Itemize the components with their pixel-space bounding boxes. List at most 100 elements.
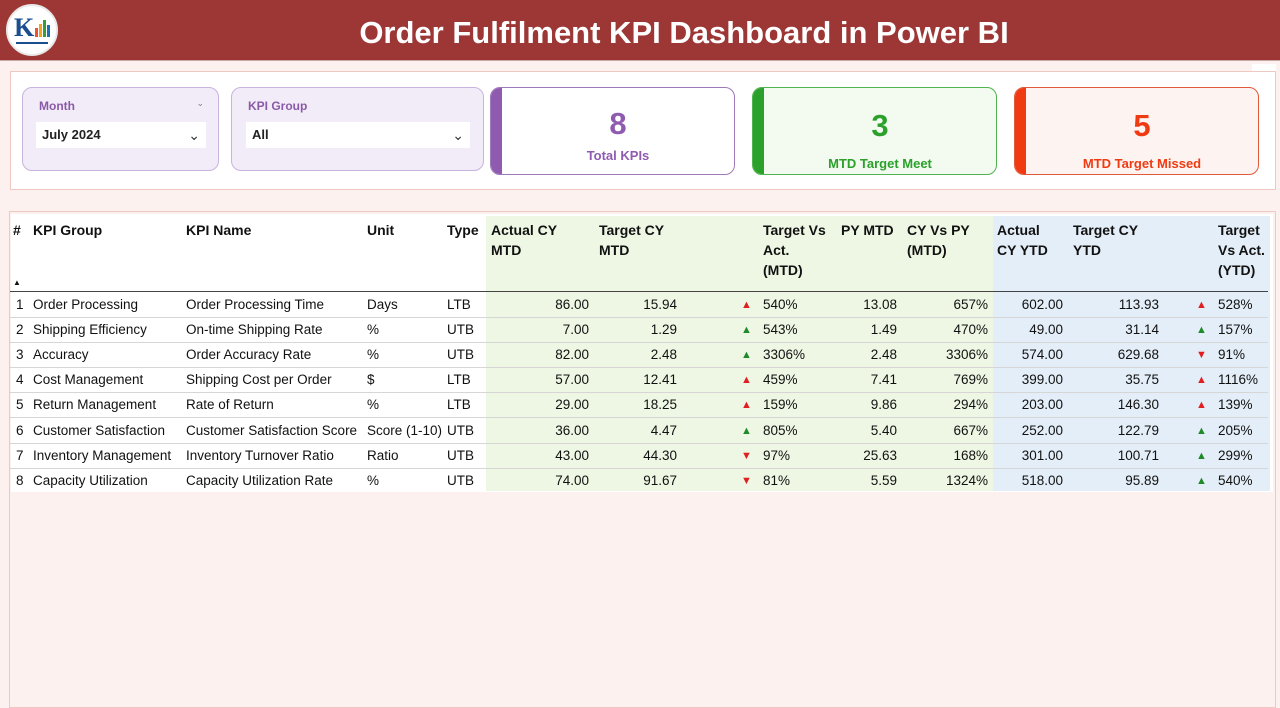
cell-group: Cost Management bbox=[33, 372, 144, 388]
cell-py-mtd: 5.40 bbox=[870, 422, 897, 438]
row-divider bbox=[10, 417, 1268, 419]
cell-type: LTB bbox=[447, 397, 471, 413]
column-header-line: MTD bbox=[491, 242, 522, 258]
cell-num: 4 bbox=[16, 372, 24, 388]
cell-target-mtd: 15.94 bbox=[643, 297, 677, 312]
cell-group: Capacity Utilization bbox=[33, 472, 148, 488]
cell-target-mtd: 4.47 bbox=[650, 422, 677, 438]
cell-unit: % bbox=[367, 347, 380, 363]
cell-tva-ytd: 1116% bbox=[1218, 372, 1259, 388]
arrow-down-icon: ▼ bbox=[1196, 349, 1207, 362]
cell-target-ytd: 629.68 bbox=[1117, 347, 1159, 363]
card-accent bbox=[1015, 88, 1026, 174]
cell-name: Shipping Cost per Order bbox=[186, 372, 332, 388]
row-divider bbox=[10, 367, 1268, 369]
mtd-target-missed-card: 5 MTD Target Missed bbox=[1014, 87, 1259, 175]
column-header-group[interactable]: KPI Group bbox=[33, 222, 103, 238]
column-header-line: Actual bbox=[997, 222, 1040, 238]
cell-py-mtd: 5.59 bbox=[870, 472, 897, 488]
column-header-actual-ytd[interactable]: Actual CY YTD bbox=[997, 220, 1048, 260]
column-header-line: YTD bbox=[1073, 242, 1101, 258]
cell-tva-mtd: 459% bbox=[763, 372, 798, 388]
mtd-target-missed-value: 5 bbox=[1133, 108, 1151, 143]
cell-name: Customer Satisfaction Score bbox=[186, 422, 358, 438]
column-header-line: (MTD) bbox=[763, 262, 803, 278]
cell-actual-ytd: 49.00 bbox=[1029, 322, 1063, 338]
kpi-group-value: All bbox=[252, 127, 269, 142]
month-slicer[interactable]: Month ⌄ July 2024 ⌄ bbox=[22, 87, 219, 171]
cell-group: Inventory Management bbox=[33, 447, 172, 463]
cell-group: Return Management bbox=[33, 397, 157, 413]
cell-target-ytd: 35.75 bbox=[1125, 372, 1159, 388]
cell-actual-ytd: 399.00 bbox=[1021, 372, 1063, 388]
dashboard-title: Order Fulfilment KPI Dashboard in Power … bbox=[359, 15, 1009, 50]
month-slicer-title: Month bbox=[39, 99, 75, 113]
arrow-up-icon: ▲ bbox=[741, 299, 752, 311]
arrow-up-icon: ▲ bbox=[1196, 424, 1207, 437]
column-header-target-mtd[interactable]: Target CY MTD bbox=[599, 220, 664, 260]
cell-target-ytd: 122.79 bbox=[1117, 422, 1159, 438]
cell-tva-ytd: 139% bbox=[1218, 397, 1253, 413]
column-header-line: CY Vs PY bbox=[907, 222, 970, 238]
cell-py-mtd: 1.49 bbox=[870, 322, 897, 338]
column-header-type[interactable]: Type bbox=[447, 222, 479, 238]
mtd-target-meet-label: MTD Target Meet bbox=[828, 156, 932, 171]
cell-py-mtd: 13.08 bbox=[863, 297, 897, 312]
arrow-down-icon: ▼ bbox=[741, 474, 752, 487]
kpi-group-slicer[interactable]: KPI Group All ⌄ bbox=[231, 87, 484, 171]
cell-type: UTB bbox=[447, 472, 474, 488]
header-divider bbox=[10, 291, 1268, 292]
cell-tva-mtd: 81% bbox=[763, 472, 791, 488]
cell-tva-ytd: 528% bbox=[1218, 297, 1253, 312]
column-header-line: (MTD) bbox=[907, 242, 947, 258]
cell-type: UTB bbox=[447, 447, 474, 463]
cell-tva-mtd: 540% bbox=[763, 297, 798, 312]
column-header-cy-py[interactable]: CY Vs PY (MTD) bbox=[907, 220, 970, 260]
sort-ascending-icon[interactable]: ▲ bbox=[13, 278, 21, 287]
column-header-line: Target bbox=[1218, 222, 1260, 238]
cell-name: Order Processing Time bbox=[186, 297, 325, 312]
column-header-tva-mtd[interactable]: Target Vs Act. (MTD) bbox=[763, 220, 826, 280]
cell-num: 8 bbox=[16, 472, 24, 488]
card-accent bbox=[753, 88, 764, 174]
arrow-up-icon: ▲ bbox=[741, 324, 752, 337]
cell-target-ytd: 31.14 bbox=[1125, 322, 1159, 338]
row-divider bbox=[10, 467, 1268, 469]
total-kpis-label: Total KPIs bbox=[586, 148, 650, 163]
title-bar: K Order Fulfilment KPI Dashboard in Powe… bbox=[0, 0, 1280, 61]
cell-group: Order Processing bbox=[33, 297, 139, 312]
cell-unit: Days bbox=[367, 297, 398, 312]
column-header-tva-ytd[interactable]: Target Vs Act. (YTD) bbox=[1218, 220, 1265, 280]
column-header-num[interactable]: # bbox=[13, 222, 21, 238]
row-divider bbox=[10, 392, 1268, 394]
cell-cy-py: 168% bbox=[953, 447, 988, 463]
cell-cy-py: 657% bbox=[953, 297, 988, 312]
dropdown-arrow-icon: ⌄ bbox=[452, 127, 464, 143]
arrow-down-icon: ▼ bbox=[741, 449, 752, 462]
column-header-actual-mtd[interactable]: Actual CY MTD bbox=[491, 220, 557, 260]
cell-py-mtd: 2.48 bbox=[870, 347, 897, 363]
cell-target-ytd: 146.30 bbox=[1117, 397, 1159, 413]
arrow-up-icon: ▲ bbox=[1196, 299, 1207, 311]
column-header-line: (YTD) bbox=[1218, 262, 1256, 278]
row-divider bbox=[10, 442, 1268, 444]
cell-actual-ytd: 574.00 bbox=[1021, 347, 1063, 363]
total-kpis-value: 8 bbox=[609, 106, 627, 141]
cell-tva-mtd: 805% bbox=[763, 422, 798, 438]
mtd-column-band bbox=[486, 216, 993, 491]
column-header-unit[interactable]: Unit bbox=[367, 222, 395, 238]
cell-num: 2 bbox=[16, 322, 24, 338]
chevron-down-icon[interactable]: ⌄ bbox=[196, 98, 204, 108]
cell-name: Capacity Utilization Rate bbox=[186, 472, 334, 488]
month-dropdown[interactable]: July 2024 ⌄ bbox=[36, 122, 206, 148]
column-header-name[interactable]: KPI Name bbox=[186, 222, 252, 238]
cell-actual-mtd: 36.00 bbox=[555, 422, 589, 438]
cell-tva-ytd: 157% bbox=[1218, 322, 1253, 338]
kpi-group-dropdown[interactable]: All ⌄ bbox=[246, 122, 470, 148]
column-header-target-ytd[interactable]: Target CY YTD bbox=[1073, 220, 1138, 260]
column-header-line: Target CY bbox=[599, 222, 665, 238]
dropdown-arrow-icon: ⌄ bbox=[188, 127, 200, 143]
cell-tva-mtd: 97% bbox=[763, 447, 791, 463]
column-header-py-mtd[interactable]: PY MTD bbox=[841, 220, 894, 240]
arrow-up-icon: ▲ bbox=[741, 399, 752, 412]
